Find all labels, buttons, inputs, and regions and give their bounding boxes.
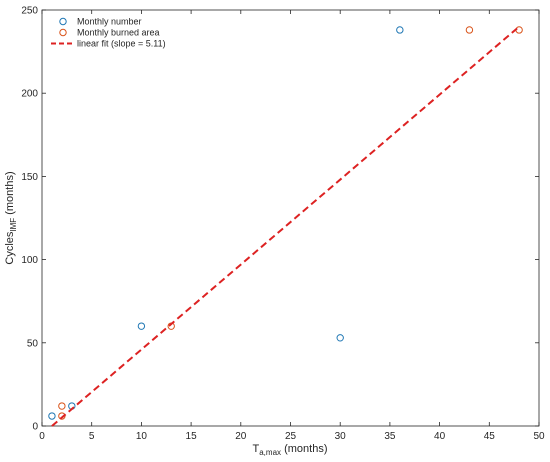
y-axis-ticks: 0 50 100 150 200 250 — [21, 6, 539, 433]
legend-label-linear-fit: linear fit (slope = 5.11) — [77, 39, 166, 49]
x-tick-label: 15 — [186, 431, 198, 442]
y-tick-label: 50 — [27, 338, 39, 349]
x-axis-label-subscript: a,max — [259, 448, 281, 457]
x-tick-label: 40 — [434, 431, 446, 442]
y-axis-label-main: Cycles — [4, 231, 16, 265]
legend: Monthly number Monthly burned area linea… — [47, 14, 173, 52]
scatter-point — [58, 402, 66, 410]
x-axis-label: Ta,max (months) — [253, 443, 328, 457]
legend-label-monthly-number: Monthly number — [77, 17, 142, 27]
x-tick-label: 45 — [484, 431, 496, 442]
series-layer — [48, 25, 523, 427]
y-tick-label: 200 — [21, 89, 38, 100]
legend-box — [47, 14, 173, 52]
scatter-point — [336, 334, 344, 342]
scatter-point — [465, 26, 474, 34]
y-tick-label: 0 — [32, 422, 38, 433]
scatter-point — [137, 322, 146, 330]
x-tick-label: 5 — [89, 431, 95, 442]
scatter-point — [48, 412, 56, 420]
x-tick-label: 0 — [39, 431, 45, 442]
x-tick-label: 50 — [533, 431, 545, 442]
x-axis-label-main: T — [253, 443, 260, 455]
y-axis-label-units: (months) — [4, 171, 16, 217]
x-axis-ticks: 0 5 10 15 20 25 30 35 40 45 50 — [39, 10, 545, 442]
legend-marker-monthly-number — [59, 17, 67, 26]
y-axis-label-subscript: IMF — [9, 218, 18, 232]
scatter-point — [396, 26, 404, 34]
legend-label-monthly-burned-area: Monthly burned area — [77, 28, 160, 38]
x-tick-label: 25 — [285, 431, 297, 442]
x-axis-label-units: (months) — [281, 443, 327, 455]
y-tick-label: 150 — [21, 172, 38, 183]
y-tick-label: 250 — [21, 6, 38, 17]
y-tick-label: 100 — [21, 255, 38, 266]
x-tick-label: 35 — [384, 431, 396, 442]
x-tick-label: 30 — [335, 431, 347, 442]
linear-fit-line — [51, 25, 520, 427]
y-axis-label: CyclesIMF (months) — [4, 171, 18, 264]
legend-marker-monthly-burned-area — [59, 28, 67, 37]
x-tick-label: 20 — [235, 431, 247, 442]
x-tick-label: 10 — [136, 431, 148, 442]
